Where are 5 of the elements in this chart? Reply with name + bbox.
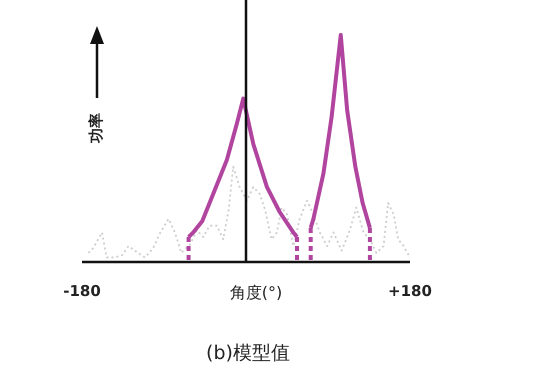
text: (b)模型值	[206, 342, 290, 364]
y-axis-title: 功率	[87, 113, 106, 144]
x-tick-label: +180	[388, 282, 432, 300]
x-tick-label: -180	[63, 282, 101, 300]
x-axis-title: 角度(°)	[230, 283, 282, 302]
